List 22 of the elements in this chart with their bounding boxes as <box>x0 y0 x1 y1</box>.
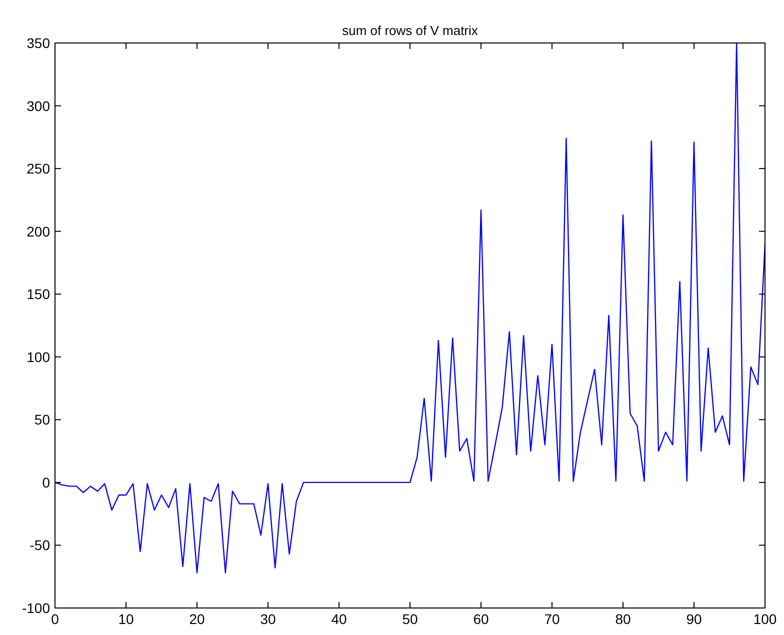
x-tick-label: 90 <box>686 611 702 627</box>
x-tick-label: 10 <box>118 611 134 627</box>
y-tick-label: 250 <box>26 160 50 177</box>
x-tick-label: 60 <box>473 611 489 627</box>
y-tick-label: 150 <box>26 286 50 302</box>
y-tick-label: 100 <box>26 348 50 365</box>
x-tick-label: 30 <box>260 611 276 627</box>
x-tick-label: 50 <box>402 611 418 627</box>
x-tick-label: 40 <box>331 611 347 627</box>
x-tick-label: 80 <box>615 611 631 627</box>
y-tick-label: -50 <box>30 537 50 554</box>
chart-title: sum of rows of V matrix <box>342 23 478 38</box>
y-tick-label: 0 <box>42 474 50 490</box>
x-tick-label: 20 <box>189 611 205 627</box>
x-tick-label: 70 <box>544 611 560 627</box>
y-tick-label: 200 <box>26 223 50 240</box>
y-tick-label: 300 <box>26 98 50 114</box>
y-tick-label: 350 <box>26 35 50 51</box>
x-tick-label: 100 <box>753 611 777 627</box>
line-series <box>55 42 765 574</box>
y-tick-label: 50 <box>34 412 50 428</box>
y-tick-label: -100 <box>22 600 50 616</box>
